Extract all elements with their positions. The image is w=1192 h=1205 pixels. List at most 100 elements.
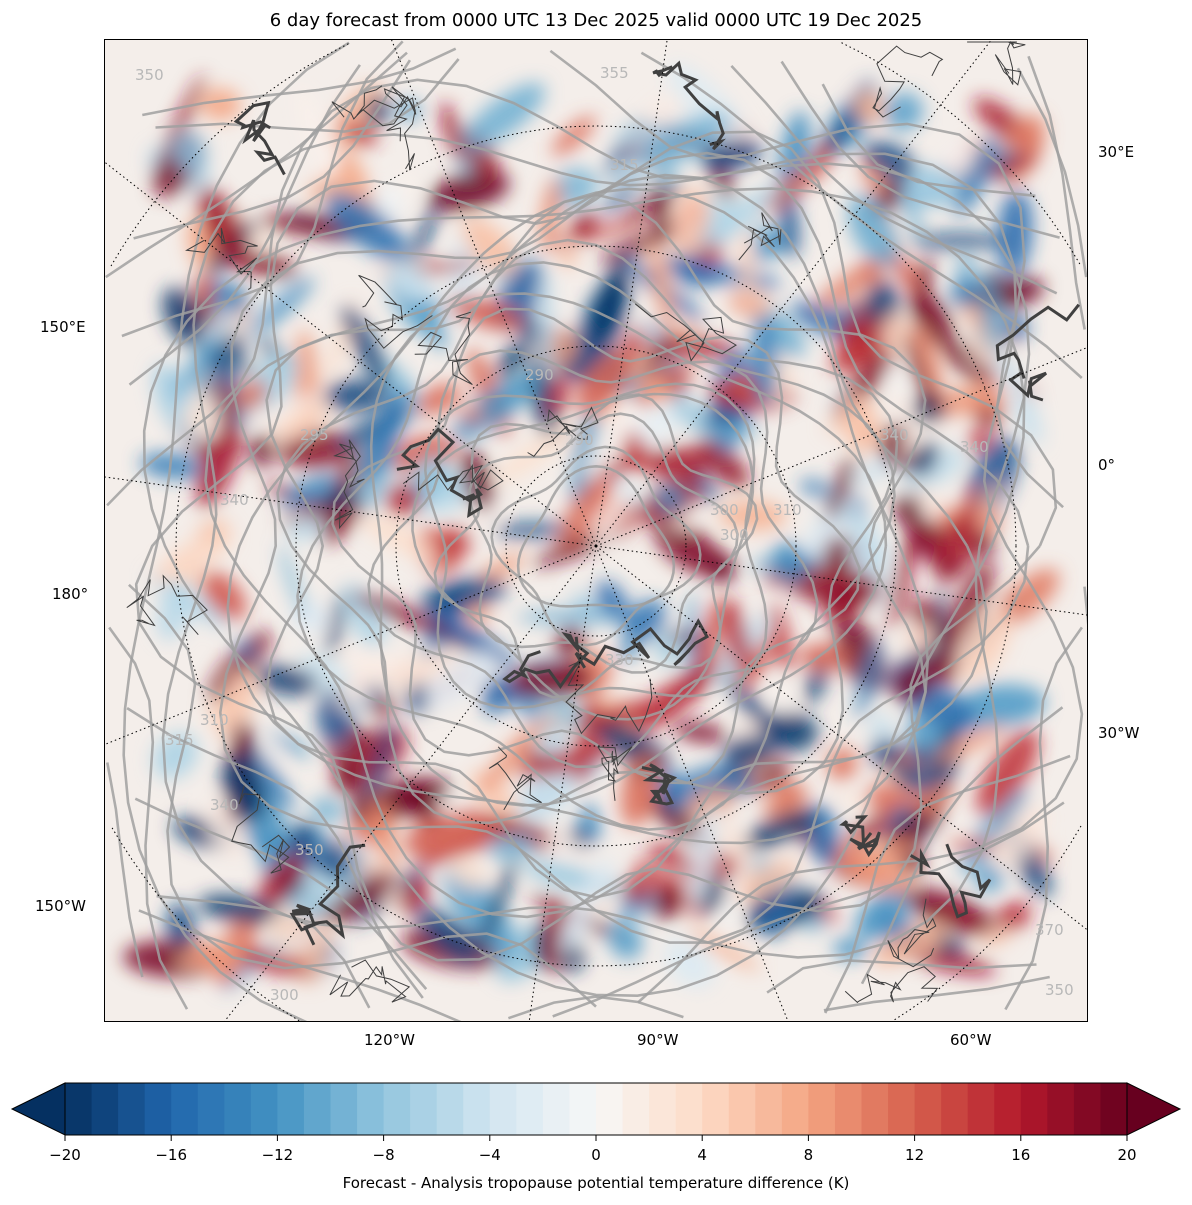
colorbar-bin	[914, 1083, 942, 1135]
isentrope-contour	[226, 187, 930, 845]
colorbar-bin	[1047, 1083, 1075, 1135]
coastline	[565, 659, 653, 735]
meridian-line	[595, 347, 1087, 547]
meridian-line	[105, 545, 597, 745]
lon-label-30w: 30°W	[1098, 724, 1140, 742]
colorbar-bin	[861, 1083, 889, 1135]
colorbar-tick-label: 4	[697, 1146, 707, 1164]
isentrope-contour	[265, 193, 927, 899]
isentrope-contour	[331, 307, 861, 785]
coastline	[289, 843, 366, 946]
colorbar-bin	[303, 1083, 331, 1135]
colorbar-bin	[330, 1083, 358, 1135]
isentrope-contour	[121, 40, 1071, 1014]
contour-label: 350	[295, 841, 324, 859]
contour-label: 330	[605, 651, 634, 669]
coastline	[233, 100, 286, 176]
isentrope-contour	[433, 393, 759, 699]
colorbar-bin	[596, 1083, 624, 1135]
colorbar-tick-label: −20	[49, 1146, 81, 1164]
colorbar-bin	[702, 1083, 730, 1135]
contour-label: 340	[960, 438, 989, 456]
colorbar-bin	[1100, 1083, 1128, 1135]
isentrope-contour	[369, 292, 888, 807]
colorbar-bin	[888, 1083, 916, 1135]
colorbar-bin	[436, 1083, 464, 1135]
colorbar-bin	[171, 1083, 199, 1135]
isentrope-contour	[105, 51, 1087, 1021]
meridian-line	[105, 476, 597, 547]
coastline	[126, 574, 208, 636]
coastline	[414, 311, 473, 386]
contour-label: 350	[1045, 981, 1074, 999]
meridian-line	[595, 545, 1087, 616]
colorbar-bin	[622, 1083, 650, 1135]
colorbar-bin	[941, 1083, 969, 1135]
contour-label: 315	[610, 156, 639, 174]
coastline	[358, 274, 433, 349]
colorbar-bin	[994, 1083, 1022, 1135]
colorbar-bin	[834, 1083, 862, 1135]
isentrope-contour	[204, 173, 988, 919]
coastline	[333, 439, 365, 530]
isentrope-contour	[516, 464, 676, 608]
isentrope-contour	[468, 412, 739, 674]
contour-label: 350	[135, 66, 164, 84]
colorbar	[10, 1082, 1182, 1141]
isentrope-contour	[128, 64, 1064, 990]
contour-label: 310	[200, 711, 229, 729]
coastline	[185, 227, 258, 291]
meridian-line	[595, 545, 789, 1021]
colorbar-bin	[808, 1083, 836, 1135]
colorbar-bin	[755, 1083, 783, 1135]
lon-label-150w: 150°W	[35, 897, 86, 915]
colorbar-tick-label: −12	[261, 1146, 294, 1164]
contour-label: 300	[710, 501, 739, 519]
contour-label: 295	[300, 426, 329, 444]
colorbar-bin	[250, 1083, 278, 1135]
colorbar-bin	[410, 1083, 438, 1135]
colorbar-bin	[569, 1083, 597, 1135]
colorbar-tick-label: −8	[372, 1146, 395, 1164]
isentrope-contour	[108, 59, 1083, 1020]
coastline	[887, 898, 937, 968]
coastline	[652, 60, 726, 151]
colorbar-bin	[383, 1083, 411, 1135]
colorbar-tick-label: −16	[155, 1146, 188, 1164]
coastline	[738, 212, 782, 261]
coastline	[844, 966, 939, 1004]
isentrope-contour	[276, 238, 899, 825]
contour-label: 340	[210, 796, 239, 814]
colorbar-tick-label: 20	[1117, 1146, 1137, 1164]
coastline	[356, 85, 417, 142]
coastline	[488, 746, 542, 811]
coastline	[634, 303, 737, 362]
coastline	[396, 427, 483, 519]
coastline	[909, 843, 992, 919]
colorbar-bin	[277, 1083, 305, 1135]
isentrope-contour	[142, 187, 1026, 998]
colorbar-bin	[649, 1083, 677, 1135]
colorbar-bin	[542, 1083, 570, 1135]
coastline	[527, 406, 599, 457]
contour-label: 300	[720, 526, 749, 544]
contour-label: 290	[525, 366, 554, 384]
coastline	[402, 463, 504, 491]
latitude-line	[175, 125, 1017, 967]
colorbar-bin	[967, 1083, 995, 1135]
isentrope-contour	[161, 133, 1031, 959]
map-panel: 350 355 315 340 340 300 310 300 290 295 290 340 310 3…	[104, 39, 1088, 1022]
colorbar-bin	[1020, 1083, 1048, 1135]
colorbar-bin	[118, 1083, 146, 1135]
colorbar-bin	[1073, 1083, 1101, 1135]
isentrope-contour	[296, 261, 896, 831]
contour-label: 355	[600, 64, 629, 82]
meridian-line	[391, 40, 597, 547]
coastline	[839, 815, 881, 858]
colorbar-bin	[489, 1083, 517, 1135]
lon-label-0: 0°	[1098, 456, 1116, 474]
isentrope-contour	[490, 445, 702, 647]
coastline	[641, 763, 678, 806]
coastline	[995, 303, 1080, 402]
colorbar-bin	[781, 1083, 809, 1135]
